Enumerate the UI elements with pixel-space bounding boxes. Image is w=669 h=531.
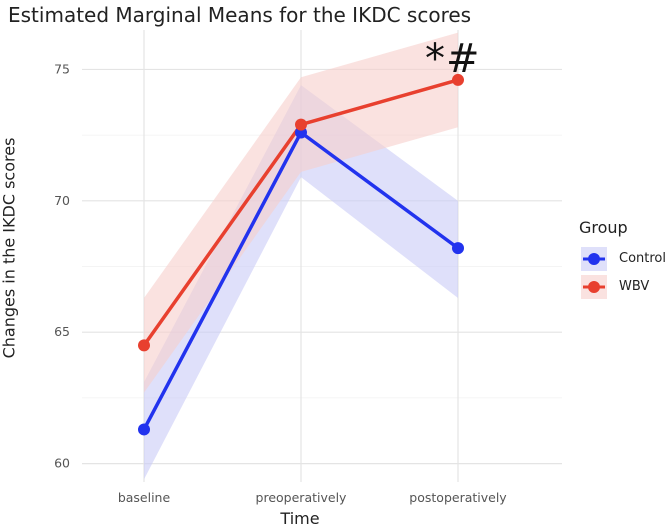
data-point-wbv: [138, 339, 150, 352]
x-axis-label: Time: [280, 509, 320, 528]
legend-label-wbv: WBV: [619, 279, 650, 294]
chart-title: Estimated Marginal Means for the IKDC sc…: [8, 3, 472, 27]
confidence-band-control: [144, 85, 458, 480]
data-point-wbv: [295, 118, 307, 131]
series-points: [138, 73, 464, 436]
confidence-band-wbv: [144, 32, 458, 393]
x-tick-label: postoperatively: [409, 490, 507, 505]
confidence-bands: [144, 32, 458, 480]
legend-keys: [581, 247, 607, 299]
y-tick-label: 75: [54, 61, 70, 76]
x-tick-label: preoperatively: [256, 490, 347, 505]
data-point-wbv: [452, 73, 464, 86]
data-point-control: [452, 242, 464, 255]
legend-point-key-control: [588, 253, 600, 265]
legend-point-key-wbv: [588, 281, 600, 293]
y-tick-labels: 60 65 70 75: [54, 61, 70, 470]
y-tick-label: 70: [54, 193, 70, 208]
x-tick-label: baseline: [118, 490, 171, 505]
legend-title: Group: [579, 218, 628, 237]
y-tick-label: 65: [54, 324, 70, 339]
data-point-control: [138, 423, 150, 436]
legend-label-control: Control: [619, 251, 666, 266]
x-tick-labels: baseline preoperatively postoperatively: [118, 490, 507, 505]
significance-annotation: *#: [425, 36, 481, 82]
y-tick-label: 60: [54, 456, 70, 471]
y-axis-label: Changes in the IKDC scores: [0, 137, 19, 359]
